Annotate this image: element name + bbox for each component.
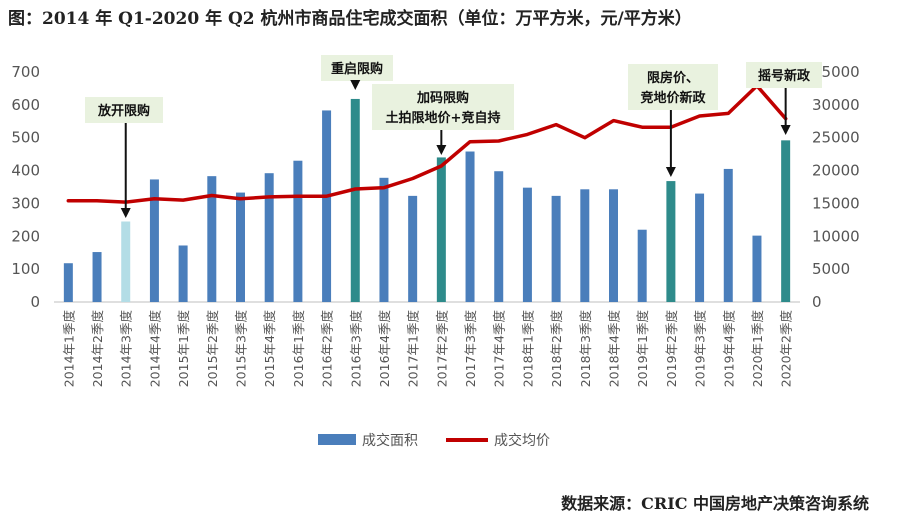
x-tick-label: 2018年1季度 xyxy=(520,310,535,388)
bar xyxy=(666,181,676,302)
y-left-tick-label: 400 xyxy=(11,162,40,180)
x-tick-label: 2018年4季度 xyxy=(607,310,622,388)
y-right-tick-label: 10000 xyxy=(812,227,860,245)
legend-line-label: 成交均价 xyxy=(494,432,550,449)
annotation-text: 竞地价新政 xyxy=(640,90,706,106)
bar xyxy=(121,221,131,302)
bar xyxy=(322,110,332,302)
annotation-text: 重启限购 xyxy=(331,61,383,77)
x-tick-label: 2017年3季度 xyxy=(463,310,478,388)
bar xyxy=(207,176,217,302)
y-left-tick-label: 300 xyxy=(11,194,40,212)
y-left-tick-label: 700 xyxy=(11,63,40,81)
x-tick-label: 2015年2季度 xyxy=(205,310,220,388)
x-tick-label: 2015年4季度 xyxy=(262,310,277,388)
x-tick-label: 2017年1季度 xyxy=(406,310,421,388)
chart-title: 图：2014 年 Q1-2020 年 Q2 杭州市商品住宅成交面积（单位：万平方… xyxy=(8,9,692,29)
bar xyxy=(293,160,303,302)
x-tick-label: 2019年3季度 xyxy=(693,310,708,388)
x-tick-label: 2016年1季度 xyxy=(291,310,306,388)
y-right-tick-label: 30000 xyxy=(812,96,860,114)
price-line xyxy=(66,84,788,204)
annotation-box xyxy=(321,55,393,81)
x-tick-label: 2014年1季度 xyxy=(61,310,76,388)
x-tick-label: 2019年1季度 xyxy=(635,310,650,388)
annotation-box xyxy=(85,97,163,123)
bar xyxy=(350,98,360,302)
x-tick-label: 2016年3季度 xyxy=(348,310,363,388)
bar xyxy=(781,140,791,302)
annotation-box xyxy=(746,62,822,88)
bar xyxy=(752,235,762,302)
bar xyxy=(580,189,590,302)
y-left-tick-label: 0 xyxy=(30,293,40,311)
x-tick-label: 2015年3季度 xyxy=(234,310,249,388)
x-tick-label: 2014年4季度 xyxy=(147,310,162,388)
bar xyxy=(178,245,188,302)
x-tick-label: 2016年4季度 xyxy=(377,310,392,388)
y-right-tick-label: 35000 xyxy=(812,63,860,81)
y-left-tick-label: 500 xyxy=(11,129,40,147)
y-right-tick-label: 25000 xyxy=(812,129,860,147)
x-tick-label: 2020年1季度 xyxy=(750,310,765,388)
bar xyxy=(494,171,504,302)
bar xyxy=(149,179,159,302)
x-tick-label: 2014年3季度 xyxy=(119,310,134,388)
y-right-tick-label: 0 xyxy=(812,293,822,311)
annotation-text: 限房价、 xyxy=(647,70,699,86)
bar xyxy=(723,168,733,302)
x-tick-label: 2015年1季度 xyxy=(176,310,191,388)
x-tick-label: 2017年4季度 xyxy=(492,310,507,388)
bar xyxy=(695,193,705,302)
y-left-tick-label: 200 xyxy=(11,227,40,245)
annotation-box xyxy=(628,64,718,110)
y-right-tick-label: 5000 xyxy=(812,260,850,278)
bar xyxy=(551,195,561,302)
bar xyxy=(264,173,274,302)
x-tick-label: 2016年2季度 xyxy=(320,310,335,388)
annotation-text: 放开限购 xyxy=(97,103,150,119)
y-left-tick-label: 600 xyxy=(11,96,40,114)
x-tick-label: 2019年2季度 xyxy=(664,310,679,388)
bar xyxy=(236,192,245,302)
bar xyxy=(522,187,532,302)
x-tick-label: 2018年2季度 xyxy=(549,310,564,388)
annotation-text: 加码限购 xyxy=(416,90,469,106)
x-tick-label: 2020年2季度 xyxy=(779,310,794,388)
annotation-arrow-head xyxy=(350,80,361,90)
annotation-arrow-head xyxy=(665,167,676,177)
annotation-arrow-head xyxy=(780,125,791,135)
bar xyxy=(379,177,389,302)
legend-bar-label: 成交面积 xyxy=(362,432,418,449)
x-tick-label: 2017年2季度 xyxy=(434,310,449,388)
bar xyxy=(465,151,475,302)
y-right-tick-label: 15000 xyxy=(812,194,860,212)
bar xyxy=(92,252,102,302)
bar xyxy=(609,189,618,302)
data-source-note: 数据来源：CRIC 中国房地产决策咨询系统 xyxy=(561,494,869,513)
x-tick-label: 2018年3季度 xyxy=(578,310,593,388)
bar xyxy=(637,229,647,302)
annotation-text: 土拍限地价+竞自持 xyxy=(386,110,501,126)
x-tick-label: 2014年2季度 xyxy=(90,310,105,388)
annotation-arrow-head xyxy=(120,208,131,218)
y-right-tick-label: 20000 xyxy=(812,162,860,180)
annotation-box xyxy=(372,84,514,130)
legend-bar-swatch xyxy=(318,434,356,445)
bar xyxy=(63,263,73,302)
bar xyxy=(436,157,446,302)
bar xyxy=(408,195,418,302)
annotation-arrow-head xyxy=(436,145,447,155)
x-tick-label: 2019年4季度 xyxy=(721,310,736,388)
annotation-text: 摇号新政 xyxy=(758,68,811,84)
y-left-tick-label: 100 xyxy=(11,260,40,278)
